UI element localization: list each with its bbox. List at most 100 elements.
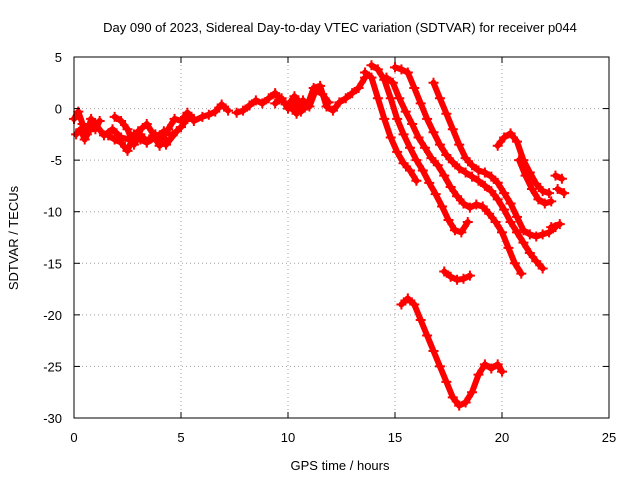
data-point <box>394 93 405 104</box>
data-point <box>188 115 199 126</box>
data-point <box>83 126 94 137</box>
data-point <box>460 153 471 164</box>
data-point <box>499 188 510 199</box>
data-point <box>366 60 377 71</box>
data-point <box>434 139 445 150</box>
data-point <box>387 77 398 88</box>
data-point <box>398 129 409 140</box>
data-point <box>456 227 467 238</box>
data-point <box>428 345 439 356</box>
x-tick-label: 15 <box>388 430 402 445</box>
data-point <box>75 124 86 135</box>
data-point <box>492 177 503 188</box>
data-point <box>511 211 522 222</box>
data-point <box>161 139 172 150</box>
data-point <box>163 124 174 135</box>
data-point <box>79 134 90 145</box>
data-point <box>479 167 490 178</box>
data-point <box>531 178 542 189</box>
data-point <box>454 400 465 411</box>
y-tick-label: -30 <box>43 411 62 426</box>
data-point <box>396 299 407 310</box>
data-point <box>462 217 473 228</box>
data-point <box>447 124 458 135</box>
data-point <box>250 95 261 106</box>
data-point <box>559 188 570 199</box>
data-point <box>141 137 152 148</box>
data-point <box>479 359 490 370</box>
y-tick-label: -15 <box>43 256 62 271</box>
data-point <box>539 198 550 209</box>
data-point <box>447 157 458 168</box>
data-point <box>556 173 567 184</box>
data-point <box>458 198 469 209</box>
data-point <box>276 93 287 104</box>
data-point <box>392 146 403 157</box>
data-point <box>509 258 520 269</box>
grid <box>74 57 609 418</box>
data-point <box>464 270 475 281</box>
data-point <box>514 155 525 166</box>
series-arc-d <box>392 64 546 272</box>
x-tick-label: 0 <box>70 430 77 445</box>
data-point <box>464 202 475 213</box>
y-tick-label: -5 <box>50 153 62 168</box>
data-point <box>473 369 484 380</box>
data-point <box>497 227 507 238</box>
data-point <box>554 219 565 230</box>
x-tick-label: 10 <box>281 430 295 445</box>
data-point <box>460 167 471 178</box>
data-point <box>452 191 463 202</box>
data-point <box>390 62 400 73</box>
data-point <box>505 198 516 209</box>
data-point <box>505 217 516 228</box>
data-point <box>422 113 433 124</box>
data-point <box>402 67 413 78</box>
data-point <box>524 229 535 240</box>
data-point <box>409 82 420 93</box>
data-point <box>544 188 555 199</box>
data-point <box>411 175 422 186</box>
data-point <box>415 98 426 109</box>
data-point <box>103 130 114 141</box>
data-point <box>270 98 281 109</box>
data-point <box>441 376 452 387</box>
data-point <box>334 97 345 108</box>
data-point <box>537 186 548 197</box>
data-point <box>550 170 561 181</box>
data-point <box>385 132 396 143</box>
data-point <box>409 299 420 310</box>
data-point <box>381 72 392 83</box>
data-point <box>546 196 557 207</box>
data-point <box>203 109 214 120</box>
data-point <box>270 88 281 99</box>
data-point <box>122 124 133 135</box>
data-point <box>372 64 383 75</box>
data-point <box>533 194 544 205</box>
y-axis-label: SDTVAR / TECUs <box>6 185 21 290</box>
data-point <box>516 268 527 279</box>
data-point <box>486 186 497 197</box>
data-point <box>327 105 338 116</box>
data-point <box>411 155 422 166</box>
data-point <box>467 171 478 182</box>
data-point <box>511 136 522 147</box>
x-tick-label: 5 <box>177 430 184 445</box>
x-tick-label: 25 <box>602 430 616 445</box>
data-point <box>419 142 430 153</box>
data-point <box>422 330 433 341</box>
data-point <box>304 101 315 112</box>
data-point <box>492 140 503 151</box>
data-point <box>366 72 377 83</box>
data-point <box>291 108 302 119</box>
axis-ticks: 0 5 10 15 20 25 -30 -25 -20 -15 -10 -5 0 5 <box>43 50 616 445</box>
data-point <box>128 129 139 140</box>
plot-frame <box>73 56 610 419</box>
data-point <box>537 263 548 274</box>
chart-title: Day 090 of 2023, Sidereal Day-to-day VTE… <box>103 20 577 35</box>
data-point <box>445 181 456 192</box>
data-point <box>445 271 456 282</box>
data-point <box>428 127 439 138</box>
data-point <box>486 363 497 374</box>
data-point <box>385 93 396 104</box>
